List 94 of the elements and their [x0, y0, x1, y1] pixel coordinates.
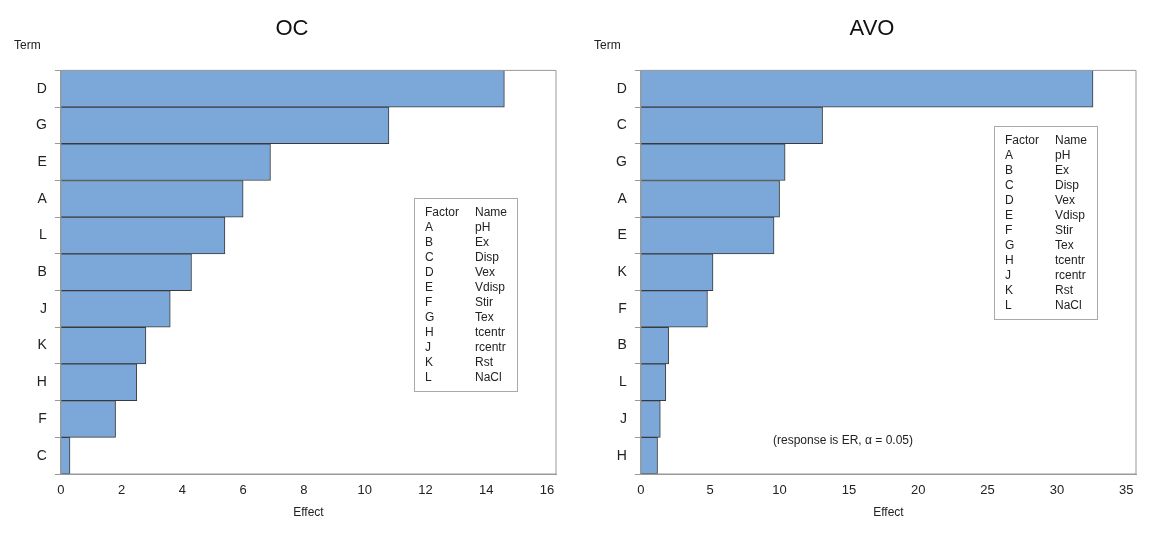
annotation: L	[1004, 298, 1013, 313]
x-tick-label: 25	[980, 482, 995, 498]
y-tick-label: F	[618, 299, 627, 316]
x-tick-label: 15	[841, 482, 857, 498]
annotation: J	[424, 340, 432, 355]
x-tick-label: 10	[357, 482, 372, 498]
x-axis-title: Effect	[293, 505, 325, 520]
x-tick-label: 10	[772, 482, 787, 498]
y-tick-label: K	[617, 263, 628, 280]
annotation: pH	[474, 220, 492, 235]
annotation: H	[1004, 253, 1015, 268]
annotation: H	[424, 325, 435, 340]
y-tick-label: J	[39, 299, 47, 316]
x-tick-label: 12	[418, 482, 433, 498]
annotation: Ex	[1054, 163, 1070, 178]
annotation: K	[1004, 283, 1014, 298]
y-tick-label: L	[619, 373, 628, 390]
annotation: rcentr	[474, 340, 507, 355]
annotation: J	[1004, 268, 1012, 283]
y-axis-title: Term	[594, 38, 621, 52]
annotation: (response is ER, α = 0.05)	[773, 433, 913, 447]
annotation: rcentr	[1054, 268, 1087, 283]
annotation: pH	[1054, 148, 1072, 163]
x-tick-label: 2	[118, 482, 126, 498]
x-tick-label: 30	[1049, 482, 1065, 498]
annotation: D	[424, 265, 435, 280]
annotation: C	[1004, 178, 1015, 193]
annotation: Vdisp	[474, 280, 506, 295]
chart-title: OC	[275, 15, 309, 41]
x-axis-title: Effect	[873, 505, 905, 520]
chart-title: AVO	[849, 15, 895, 41]
annotation: E	[424, 280, 434, 295]
y-tick-label: D	[36, 79, 47, 96]
x-tick-label: 20	[911, 482, 926, 498]
y-tick-label: K	[37, 336, 48, 353]
annotation: G	[424, 310, 436, 325]
annotation: Disp	[1054, 178, 1080, 193]
y-tick-label: E	[37, 152, 47, 169]
annotation: K	[424, 355, 434, 370]
annotation: G	[1004, 238, 1016, 253]
annotation: B	[424, 235, 434, 250]
annotation: Disp	[474, 250, 500, 265]
x-tick-label: 4	[178, 482, 187, 498]
y-tick-label: G	[36, 116, 47, 133]
x-tick-label: 35	[1119, 482, 1134, 498]
annotation: tcentr	[474, 325, 506, 340]
annotation: tcentr	[1054, 253, 1086, 268]
annotation: Name	[1054, 133, 1087, 148]
y-tick-label: A	[617, 189, 628, 206]
annotation: Vex	[1054, 193, 1076, 208]
x-tick-label: 16	[539, 482, 555, 498]
x-tick-label: 5	[706, 482, 714, 498]
x-tick-label: 0	[637, 482, 645, 498]
y-tick-label: E	[617, 226, 627, 243]
annotation: C	[424, 250, 435, 265]
y-tick-label: D	[616, 79, 627, 96]
annotation: Rst	[474, 355, 494, 370]
annotation: Rst	[1054, 283, 1074, 298]
y-tick-label: H	[616, 446, 627, 463]
y-tick-label: B	[617, 336, 627, 353]
y-tick-label: H	[36, 373, 47, 390]
annotation: Stir	[474, 295, 494, 310]
annotation: Vex	[474, 265, 496, 280]
y-tick-label: L	[39, 226, 48, 243]
y-tick-label: C	[36, 446, 47, 463]
y-tick-label: G	[616, 152, 627, 169]
x-tick-label: 14	[478, 482, 494, 498]
annotation: NaCl	[474, 370, 503, 385]
annotation: Name	[474, 205, 507, 220]
annotation: E	[1004, 208, 1014, 223]
annotation: F	[1004, 223, 1014, 238]
annotation: NaCl	[1054, 298, 1083, 313]
annotation: A	[424, 220, 434, 235]
annotation: D	[1004, 193, 1015, 208]
annotation: Tex	[474, 310, 495, 325]
annotation: B	[1004, 163, 1014, 178]
x-tick-label: 6	[239, 482, 247, 498]
y-tick-label: B	[37, 263, 47, 280]
annotation: Stir	[1054, 223, 1074, 238]
x-tick-label: 0	[57, 482, 65, 498]
y-tick-label: F	[38, 409, 47, 426]
annotation: A	[1004, 148, 1014, 163]
annotation: L	[424, 370, 433, 385]
annotation: Factor	[1004, 133, 1040, 148]
annotation: Factor	[424, 205, 460, 220]
annotation: F	[424, 295, 434, 310]
y-tick-label: C	[616, 116, 627, 133]
annotation: Vdisp	[1054, 208, 1086, 223]
y-tick-label: A	[37, 189, 48, 206]
y-axis-title: Term	[14, 38, 41, 52]
annotation: Tex	[1054, 238, 1075, 253]
x-tick-label: 8	[300, 482, 308, 498]
y-tick-label: J	[619, 409, 627, 426]
annotation: Ex	[474, 235, 490, 250]
